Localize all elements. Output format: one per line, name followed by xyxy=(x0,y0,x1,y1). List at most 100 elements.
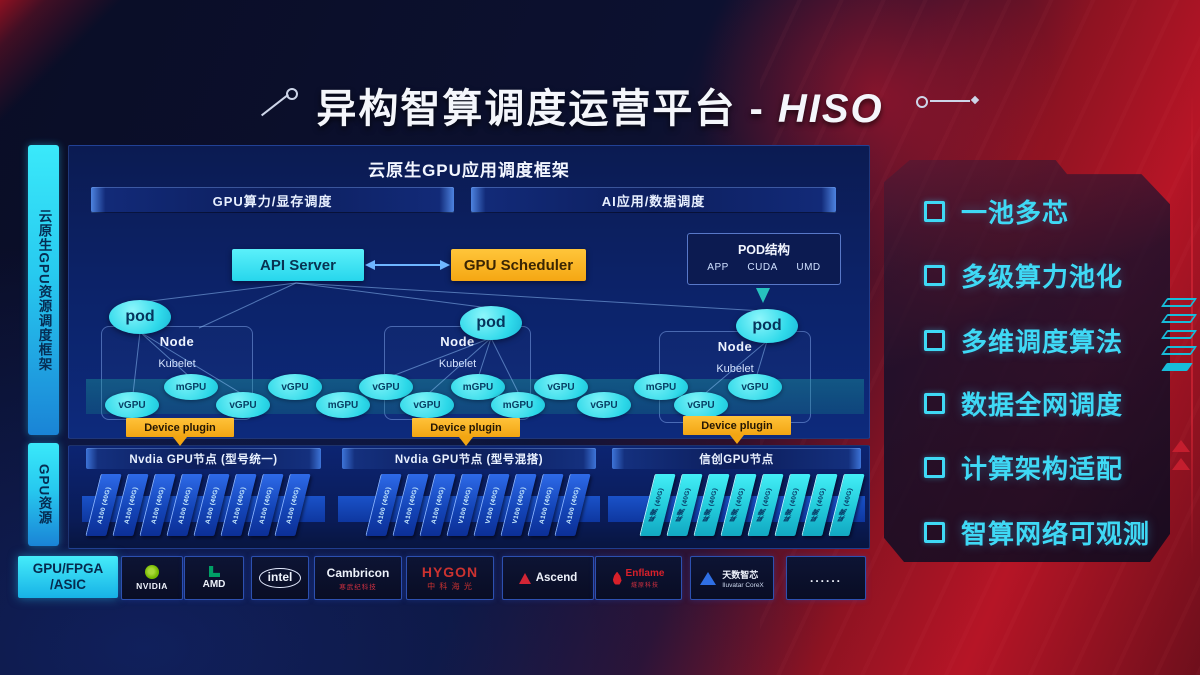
page-title-hiso: HISO xyxy=(777,87,884,131)
api-server-box: API Server xyxy=(232,249,364,281)
vendor-more: ...... xyxy=(786,556,866,600)
sidebar-tab-gpu-resource: GPU资源 xyxy=(28,443,59,546)
vgpu-ellipse: vGPU xyxy=(359,374,413,400)
vendor-name: NVIDIA xyxy=(136,581,168,591)
gpu-compute-scheduling-bar: GPU算力/显存调度 xyxy=(91,187,454,213)
vendor-subtitle: 燧原科技 xyxy=(630,582,659,589)
feature-item: 计算架构适配 xyxy=(924,450,1154,484)
framework-title: 云原生GPU应用调度框架 xyxy=(368,161,570,180)
pod-ellipse-3: pod xyxy=(736,309,798,343)
vgpu-ellipse: vGPU xyxy=(534,374,588,400)
mgpu-ellipse: mGPU xyxy=(491,392,545,418)
square-bullet-icon xyxy=(924,200,945,222)
feature-label: 多维调度算法 xyxy=(961,326,1124,357)
iluvatar-logo-icon xyxy=(700,571,717,585)
vendor-more-dots: ...... xyxy=(809,571,842,585)
title-right-circuit-line xyxy=(930,100,970,102)
node-label: Node xyxy=(159,334,195,349)
device-plugin-1: Device plugin xyxy=(126,418,234,446)
kubelet-label: Kubelet xyxy=(158,358,196,370)
feature-label: 多级算力池化 xyxy=(961,261,1124,292)
amd-logo-icon xyxy=(209,566,220,577)
vendor-name: Ascend xyxy=(535,572,578,584)
connection-lines xyxy=(132,260,770,397)
kubelet-label: Kubelet xyxy=(716,363,754,375)
mgpu-ellipse: mGPU xyxy=(451,374,505,400)
vendor-iluvatar: 天数智芯 Iluvatar CoreX xyxy=(690,556,774,600)
vendor-name: Cambricon xyxy=(326,565,390,580)
ai-data-scheduling-bar: AI应用/数据调度 xyxy=(471,187,836,213)
scheduler-framework-panel: 云原生GPU应用调度框架 GPU算力/显存调度 AI应用/数据调度 API Se… xyxy=(68,145,870,446)
feature-item: 多维调度算法 xyxy=(924,323,1154,357)
node-label: Node xyxy=(440,334,475,349)
gpu-node-group-header: Nvdia GPU节点 (型号统一) xyxy=(86,448,321,469)
square-bullet-icon xyxy=(924,264,945,286)
vendor-ascend: Ascend xyxy=(502,556,594,600)
gpu-node-group-header: 信创GPU节点 xyxy=(612,448,861,469)
gpu-node-group-uniform: Nvdia GPU节点 (型号统一) A100 (40G) A100 (40G)… xyxy=(82,446,325,548)
hazard-stripe-icon xyxy=(1160,346,1198,355)
mgpu-ellipse: mGPU xyxy=(634,374,688,400)
square-bullet-icon xyxy=(924,392,945,414)
feature-item: 数据全网调度 xyxy=(924,386,1154,420)
red-chevron-icon xyxy=(1172,440,1190,452)
square-bullet-icon xyxy=(924,456,945,478)
gpu-node-group-mixed: Nvdia GPU节点 (型号混搭) A100 (40G) A100 (40G)… xyxy=(338,446,600,548)
vendor-name: AMD xyxy=(202,579,226,590)
kubelet-label: Kubelet xyxy=(438,358,477,370)
vgpu-ellipse: vGPU xyxy=(400,392,454,418)
gpu-resource-panel: Nvdia GPU节点 (型号统一) A100 (40G) A100 (40G)… xyxy=(68,445,870,549)
pod-structure-item-app: APP xyxy=(707,262,729,273)
square-bullet-icon xyxy=(924,521,945,543)
hardware-type-line2: /ASIC xyxy=(49,577,86,592)
vendor-name: Enflame xyxy=(625,567,665,579)
gpu-node-group-header: Nvdia GPU节点 (型号混搭) xyxy=(342,448,596,469)
vgpu-ellipse: vGPU xyxy=(268,374,322,400)
ascend-logo-icon xyxy=(518,572,531,584)
mgpu-ellipse: mGPU xyxy=(164,374,218,400)
sidebar-tab-gpu-resource-label: GPU资源 xyxy=(36,463,52,526)
vendor-nvidia: NVIDIA xyxy=(121,556,183,600)
vgpu-ellipse: vGPU xyxy=(216,392,270,418)
node-label: Node xyxy=(717,339,753,354)
page-title: 异构智算调度运营平台 - HISO xyxy=(0,76,1200,134)
vendor-subtitle: Iluvatar CoreX xyxy=(722,581,764,589)
pod-structure-item-cuda: CUDA xyxy=(747,262,778,273)
hazard-stripe-icon xyxy=(1160,314,1198,323)
pod-ellipse-1: pod xyxy=(109,300,171,334)
pod-structure-box: POD结构 APP CUDA UMD xyxy=(687,233,841,285)
hardware-type-label: GPU/FPGA /ASIC xyxy=(18,556,118,598)
title-right-circuit-circle xyxy=(916,96,928,108)
red-chevron-icon xyxy=(1172,458,1190,470)
feature-label: 一池多芯 xyxy=(961,197,1070,228)
feature-panel: 一池多芯 多级算力池化 多维调度算法 数据全网调度 计算架构适配 智算网络可观测 xyxy=(884,160,1170,562)
square-bullet-icon xyxy=(924,329,945,351)
pod-structure-title: POD结构 xyxy=(737,243,791,257)
feature-label: 数据全网调度 xyxy=(961,389,1124,420)
vendor-name: HYGON xyxy=(421,564,479,580)
hazard-stripe-icon xyxy=(1160,298,1198,307)
vgpu-ellipse: vGPU xyxy=(105,392,159,418)
node-box-2: Node Kubelet xyxy=(384,326,531,420)
title-left-circuit-circle xyxy=(286,88,298,100)
nvidia-logo-icon xyxy=(145,565,159,579)
pod-structure-item-umd: UMD xyxy=(796,262,821,273)
feature-label: 计算架构适配 xyxy=(961,453,1124,484)
pod-ellipse-2: pod xyxy=(460,306,522,340)
mgpu-ellipse: mGPU xyxy=(316,392,370,418)
sidebar-tab-cloud-native-gpu: 云原生GPU资源调度框架 xyxy=(28,145,59,435)
feature-item: 一池多芯 xyxy=(924,194,1154,228)
vendor-cambricon: Cambricon 寒武纪科技 xyxy=(314,556,402,600)
sidebar-tab-cloud-native-gpu-label: 云原生GPU资源调度框架 xyxy=(36,208,52,372)
vendor-name: 天数智芯 xyxy=(722,569,759,580)
hardware-type-line1: GPU/FPGA xyxy=(32,560,104,576)
device-plugin-2: Device plugin xyxy=(412,418,520,446)
vendor-hygon: HYGON 中 科 海 光 xyxy=(406,556,494,600)
vgpu-ellipse: vGPU xyxy=(674,392,728,418)
vendor-enflame: Enflame 燧原科技 xyxy=(595,556,682,600)
feature-item: 多级算力池化 xyxy=(924,258,1154,292)
vendor-subtitle: 中 科 海 光 xyxy=(427,582,473,591)
intel-logo-icon: intel xyxy=(258,568,302,588)
vendor-amd: AMD xyxy=(184,556,244,600)
